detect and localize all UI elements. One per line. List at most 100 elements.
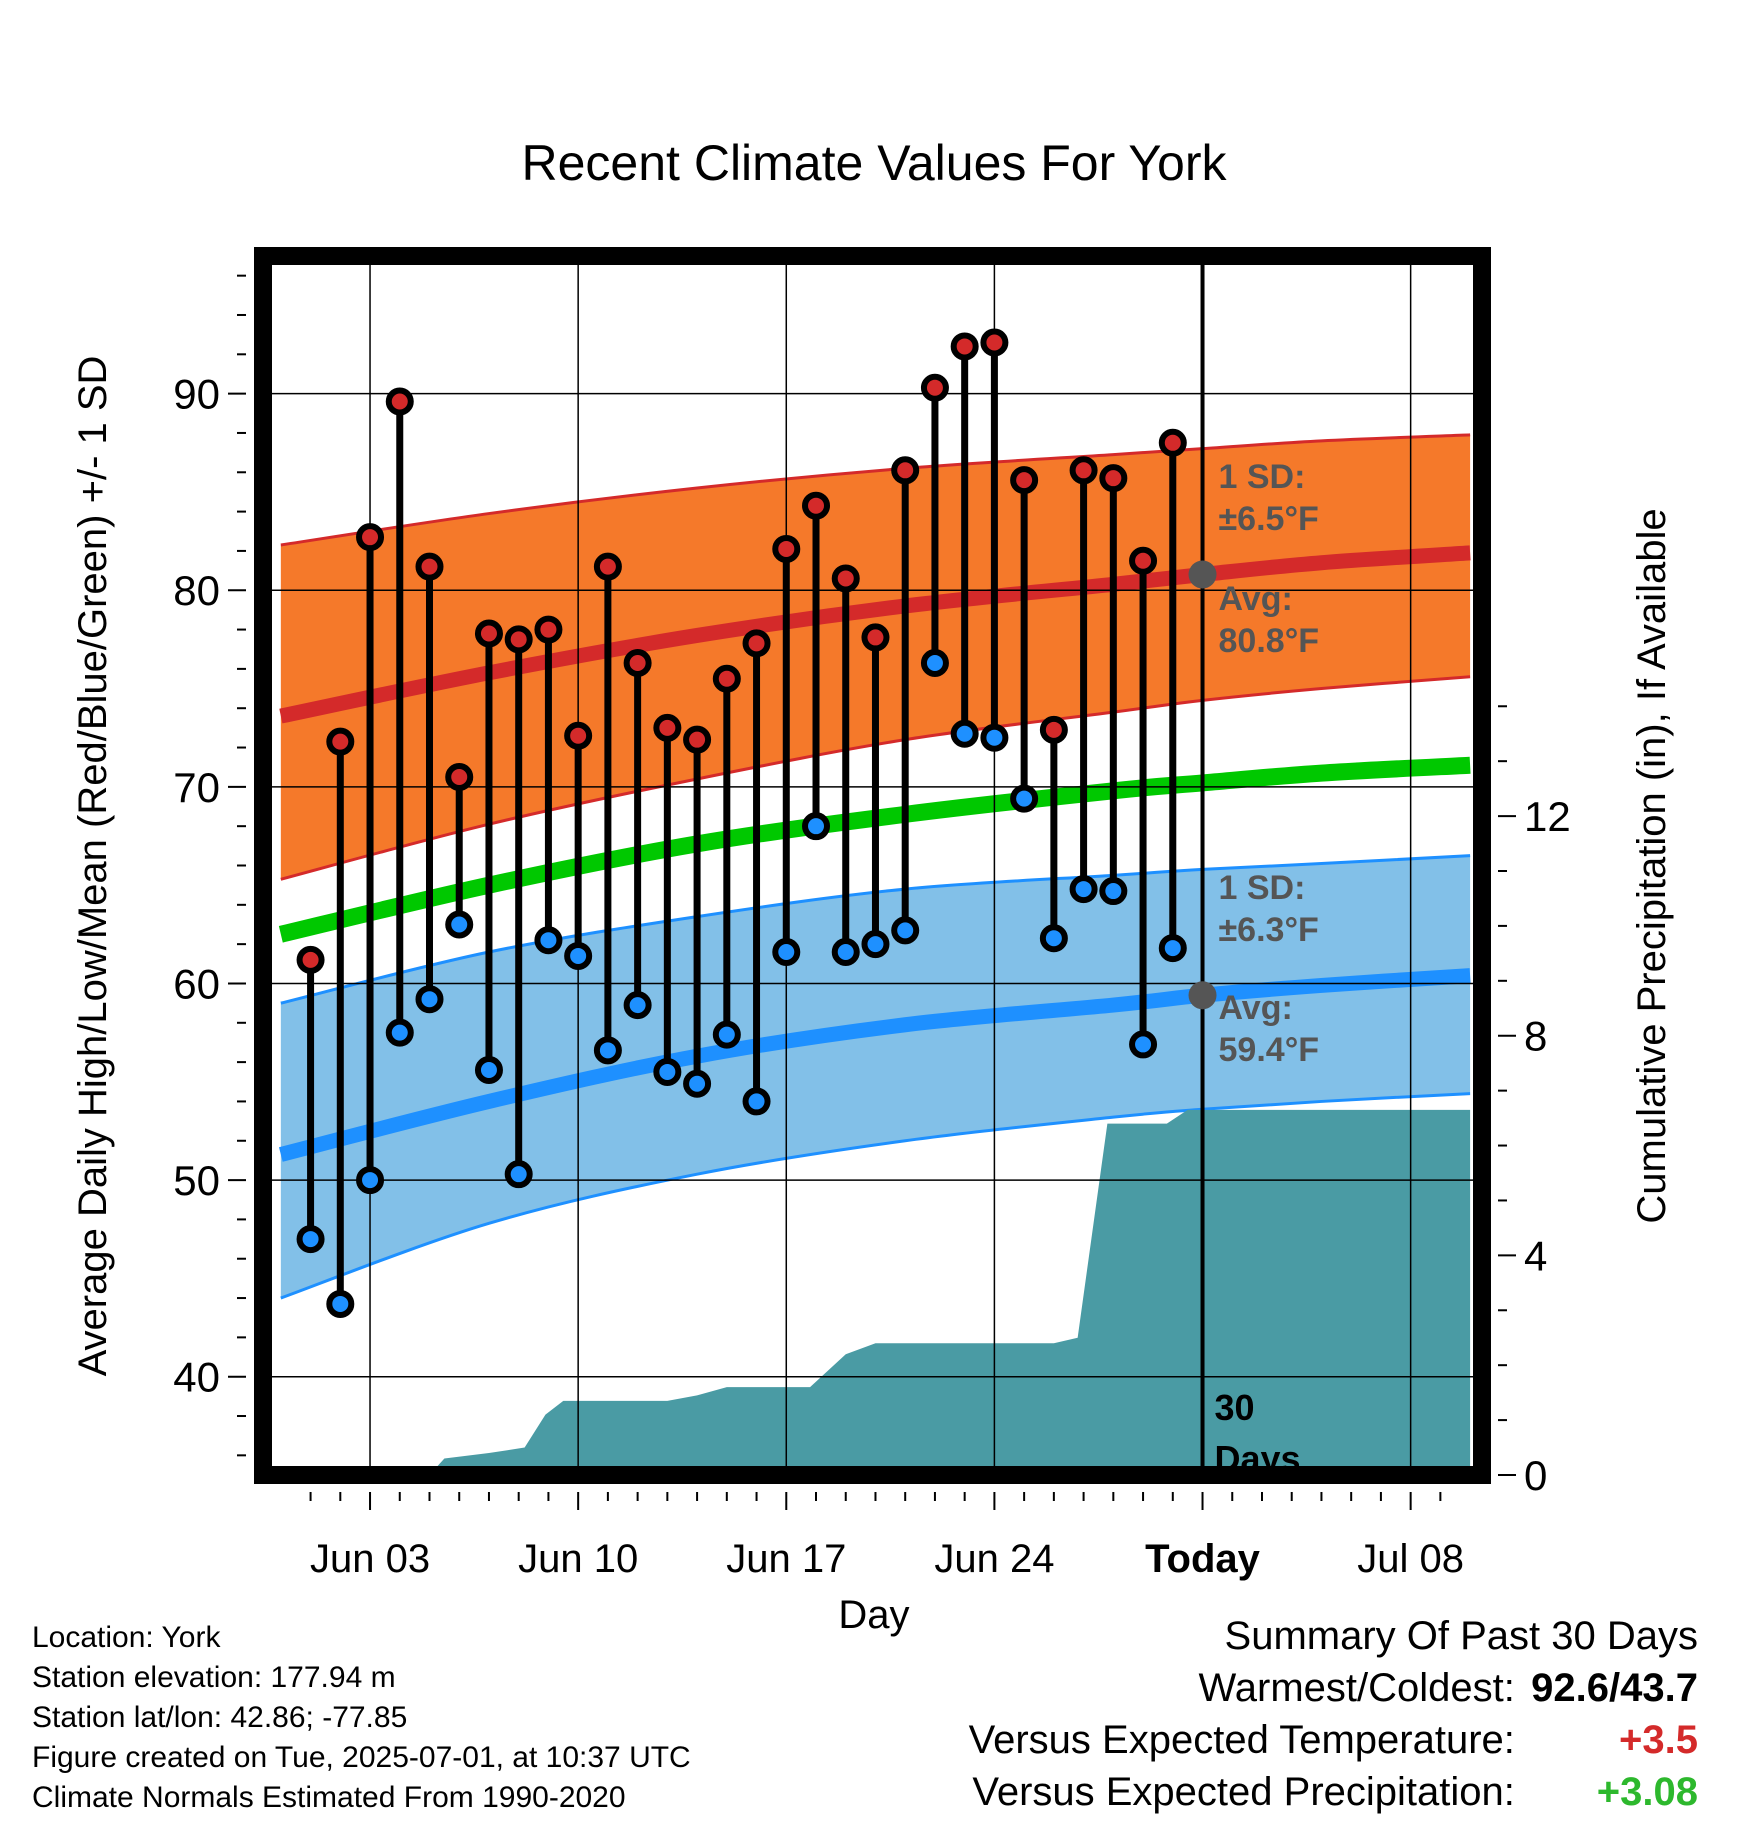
daily-high-point: [861, 623, 890, 652]
daily-low-point: [1129, 1030, 1158, 1059]
latlon-text: Station lat/lon: 42.86; -77.85: [32, 1701, 408, 1734]
plot-frame: [254, 247, 1491, 1484]
y-tick-label: 40: [173, 1354, 220, 1401]
daily-low-point: [415, 985, 444, 1014]
daily-low-point: [742, 1087, 771, 1116]
normals-text: Climate Normals Estimated From 1990-2020: [32, 1781, 626, 1814]
daily-high-point: [683, 725, 712, 754]
daily-low-point: [445, 910, 474, 939]
daily-low-point: [1039, 924, 1068, 953]
x-tick-label: Jul 08: [1357, 1537, 1464, 1581]
daily-low-point: [980, 723, 1009, 752]
daily-low-point: [623, 991, 652, 1020]
daily-high-point: [950, 332, 979, 361]
x-tick-label: Jun 17: [726, 1537, 846, 1581]
daily-low-point: [385, 1018, 414, 1047]
daily-low-point: [1099, 877, 1128, 906]
daily-high-point: [831, 564, 860, 593]
daily-low-point: [772, 938, 801, 967]
y2-tick-label: 8: [1524, 1013, 1547, 1060]
daily-low-point: [920, 648, 949, 677]
y-tick-label: 70: [173, 764, 220, 811]
precip-anomaly-label: Versus Expected Precipitation:: [972, 1770, 1515, 1814]
y-tick-label: 60: [173, 960, 220, 1007]
daily-high-point: [1129, 546, 1158, 575]
y-tick-label: 90: [173, 371, 220, 418]
temp-anomaly-label: Versus Expected Temperature:: [968, 1718, 1515, 1762]
created-text: Figure created on Tue, 2025-07-01, at 10…: [32, 1741, 691, 1774]
y-tick-label: 80: [173, 567, 220, 614]
daily-high-point: [474, 619, 503, 648]
daily-high-point: [504, 625, 533, 654]
daily-high-point: [534, 615, 563, 644]
daily-high-point: [980, 328, 1009, 357]
daily-high-point: [564, 721, 593, 750]
summary-title: Summary Of Past 30 Days: [1224, 1614, 1698, 1658]
daily-high-point: [1010, 466, 1039, 495]
x-tick-label-today: Today: [1145, 1537, 1261, 1581]
daily-low-point: [296, 1225, 325, 1254]
low-sd-label: 1 SD:: [1219, 869, 1306, 907]
low-avg-label: Avg:: [1219, 989, 1293, 1027]
elevation-text: Station elevation: 177.94 m: [32, 1661, 396, 1694]
station-info: Location: York Station elevation: 177.94…: [32, 1618, 691, 1818]
daily-high-point: [802, 491, 831, 520]
daily-high-point: [356, 523, 385, 552]
high-today-avg-dot: [1188, 560, 1217, 589]
daily-low-point: [861, 930, 890, 959]
daily-high-point: [296, 945, 325, 974]
high-sd-label: 1 SD:: [1219, 458, 1306, 496]
daily-low-point: [504, 1160, 533, 1189]
daily-low-point: [534, 926, 563, 955]
chart-title: Recent Climate Values For York: [522, 135, 1228, 191]
daily-low-point: [564, 941, 593, 970]
daily-low-point: [831, 938, 860, 967]
today-count-label: 30: [1215, 1387, 1255, 1428]
daily-high-point: [920, 373, 949, 402]
daily-low-point: [326, 1289, 355, 1318]
daily-high-point: [623, 648, 652, 677]
daily-high-point: [1099, 464, 1128, 493]
high-sd-value: ±6.5°F: [1219, 500, 1319, 538]
daily-low-point: [712, 1020, 741, 1049]
daily-high-point: [1039, 715, 1068, 744]
daily-low-point: [1010, 784, 1039, 813]
daily-high-point: [445, 763, 474, 792]
daily-low-point: [593, 1036, 622, 1065]
low-normal-line: [278, 968, 1471, 1162]
daily-high-point: [653, 713, 682, 742]
daily-high-point: [385, 387, 414, 416]
y-axis-label: Average Daily High/Low/Mean (Red/Blue/Gr…: [71, 356, 115, 1377]
location-text: Location: York: [32, 1621, 221, 1654]
summary-precip-row: Versus Expected Precipitation: +3.08: [969, 1766, 1698, 1818]
high-avg-value: 80.8°F: [1219, 622, 1320, 660]
low-band-lower-edge: [280, 1092, 1471, 1300]
precip-area: [429, 1109, 1471, 1475]
y2-tick-label: 4: [1524, 1232, 1547, 1279]
daily-high-point: [415, 552, 444, 581]
daily-low-point: [950, 719, 979, 748]
daily-high-point: [1158, 428, 1187, 457]
y2-tick-label: 0: [1524, 1452, 1547, 1499]
precip-anomaly-value: +3.08: [1596, 1770, 1698, 1814]
low-sd-value: ±6.3°F: [1219, 911, 1319, 949]
daily-high-point: [593, 552, 622, 581]
daily-high-point: [742, 629, 771, 658]
low-avg-value: 59.4°F: [1219, 1031, 1320, 1069]
y-tick-label: 50: [173, 1157, 220, 1204]
daily-low-point: [356, 1166, 385, 1195]
low-today-avg-dot: [1188, 981, 1217, 1010]
summary-warmest-row: Warmest/Coldest: 92.6/43.7: [969, 1662, 1699, 1714]
daily-low-point: [891, 916, 920, 945]
summary-panel: Summary Of Past 30 Days Warmest/Coldest:…: [969, 1610, 1698, 1818]
x-tick-label: Jun 10: [518, 1537, 638, 1581]
warmest-value: 92.6/43.7: [1531, 1666, 1698, 1710]
daily-low-point: [653, 1057, 682, 1086]
high-avg-label: Avg:: [1219, 580, 1293, 618]
daily-low-point: [802, 812, 831, 841]
temp-anomaly-value: +3.5: [1619, 1718, 1698, 1762]
daily-high-point: [326, 727, 355, 756]
daily-low-point: [1158, 934, 1187, 963]
daily-high-point: [891, 456, 920, 485]
